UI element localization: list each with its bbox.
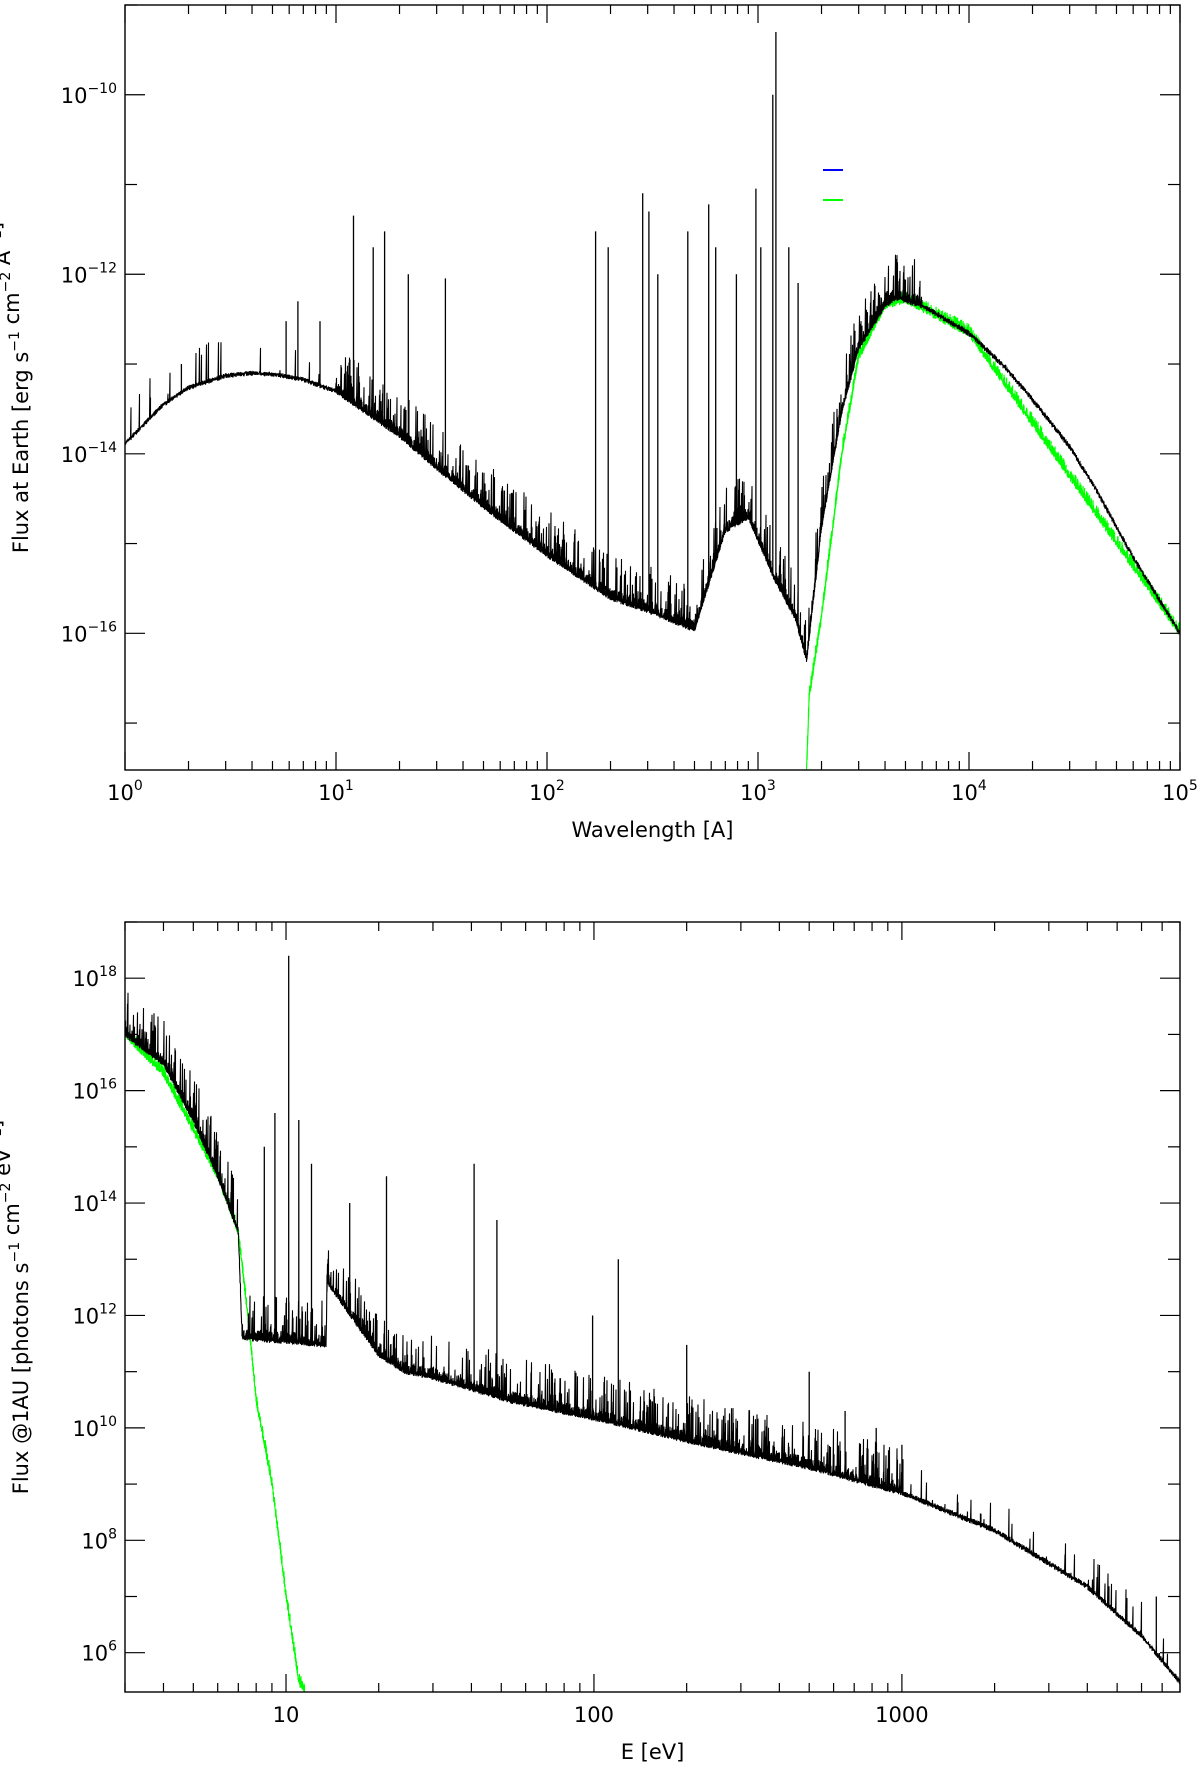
y-tick-label: 106 bbox=[81, 1639, 117, 1666]
plot-frame bbox=[124, 4, 1181, 771]
y-tick-label: 10−14 bbox=[61, 440, 117, 467]
y-tick-label: 1014 bbox=[72, 1189, 117, 1216]
x-axis-label: Wavelength [A] bbox=[571, 818, 733, 842]
x-tick-label: 103 bbox=[740, 778, 776, 805]
y-tick-label: 10−16 bbox=[61, 619, 117, 646]
x-tick-label: 100 bbox=[107, 778, 143, 805]
y-tick-label: 1012 bbox=[72, 1301, 117, 1328]
y-tick-label: 108 bbox=[81, 1526, 117, 1553]
y-axis-label: Flux at Earth [erg s−1 cm−2 A−1] bbox=[0, 222, 33, 553]
x-tick-label: 1000 bbox=[875, 1703, 928, 1727]
y-tick-label: 1016 bbox=[72, 1077, 117, 1104]
x-tick-label: 105 bbox=[1162, 778, 1198, 805]
x-tick-label: 10 bbox=[273, 1703, 300, 1727]
y-tick-label: 1018 bbox=[72, 964, 117, 991]
series-green-line bbox=[125, 1027, 306, 1692]
x-tick-label: 104 bbox=[951, 778, 987, 805]
x-tick-label: 101 bbox=[318, 778, 354, 805]
x-tick-label: 102 bbox=[529, 778, 565, 805]
series-black-line bbox=[125, 992, 1180, 1685]
plot-area bbox=[125, 32, 1180, 770]
series-green-line bbox=[806, 290, 1180, 770]
energy-spectrum-panel: 10 100 1000 106 108 1010 1012 1014 1016 1018 E [eV… bbox=[0, 921, 1181, 1764]
series-black-line bbox=[125, 254, 1180, 662]
y-axis-label: Flux @1AU [photons s−1 cm−2 eV−1] bbox=[0, 1120, 33, 1495]
plot-frame bbox=[124, 921, 1181, 1693]
plot-area bbox=[125, 955, 1180, 1692]
y-tick-label: 10−12 bbox=[61, 260, 117, 287]
x-tick-label: 100 bbox=[574, 1703, 614, 1727]
x-axis-label: E [eV] bbox=[621, 1740, 685, 1764]
y-tick-label: 1010 bbox=[72, 1414, 117, 1441]
y-tick-label: 10−10 bbox=[61, 81, 117, 108]
wavelength-spectrum-panel: 100 101 102 103 104 105 10−16 10−14 10−12 10−10 Wa… bbox=[0, 4, 1198, 842]
